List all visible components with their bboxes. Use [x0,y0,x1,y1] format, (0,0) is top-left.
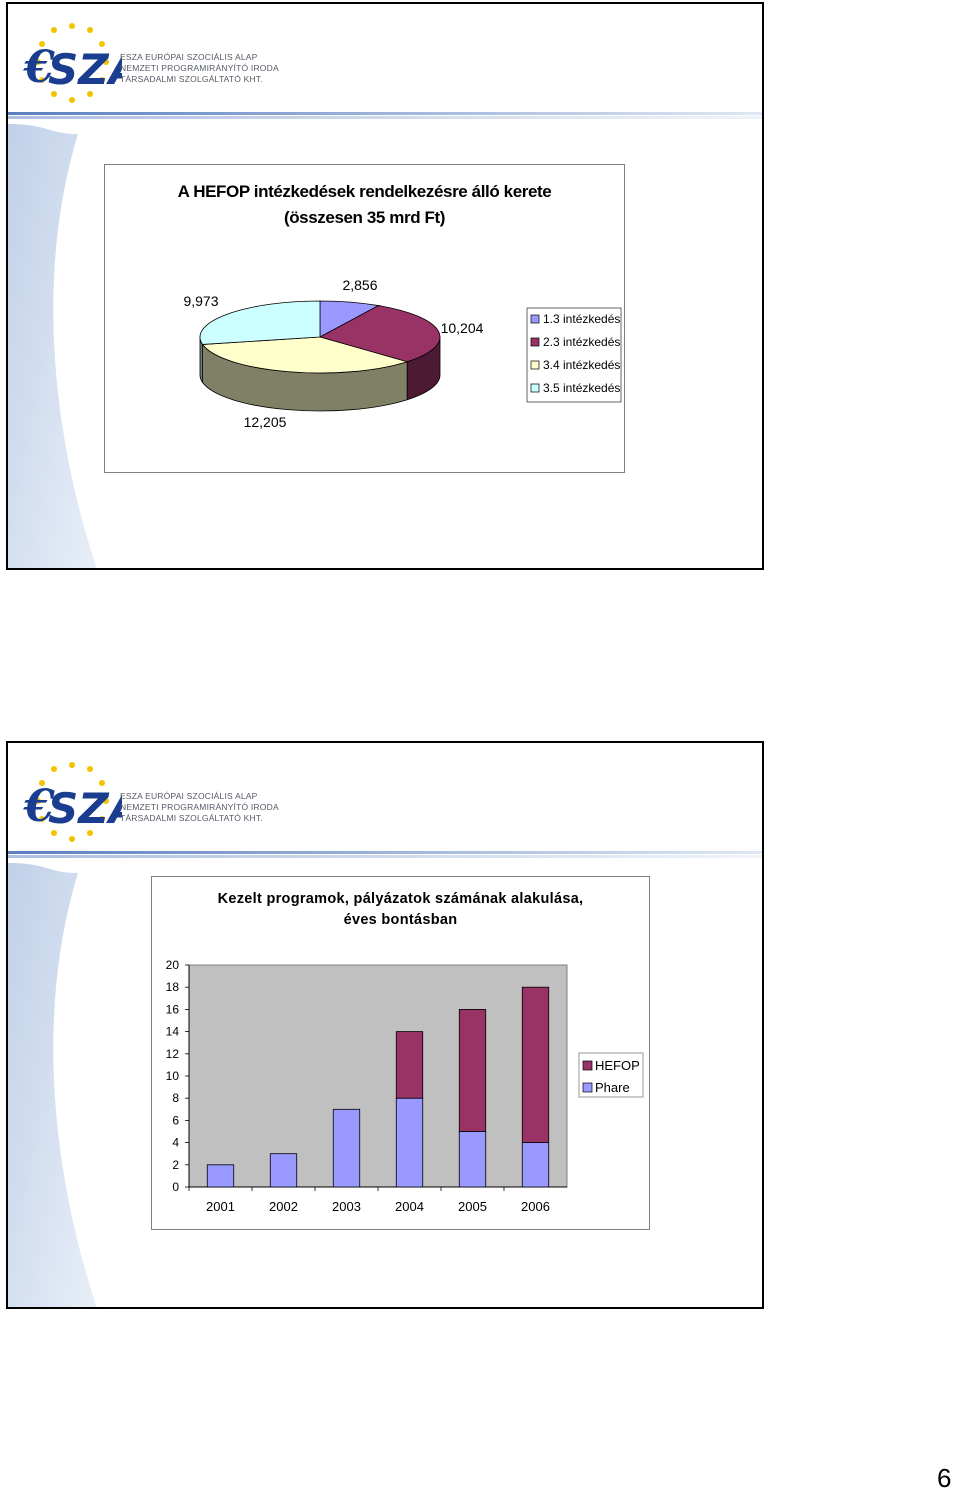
logo-text: ESZA EURÓPAI SZOCIÁLIS ALAP NEMZETI PROG… [120,791,279,824]
bar-phare [521,1142,550,1188]
bar-svg: 0 2 4 6 8 10 12 14 16 18 20 2001 2002 2003 2004 2005 200… [166,958,644,1214]
x-tick-label: 2002 [269,1199,298,1214]
chart-title-line: Kezelt programok, pályázatok számának al… [217,891,584,907]
pie-value-label: 2,856 [342,277,377,293]
bar-hefop [458,1008,487,1132]
slide-2: € SZA ESZA EURÓPAI SZOCIÁLIS ALAP NEMZET… [6,741,764,1309]
y-tick-label: 0 [172,1180,179,1194]
svg-text:SZA: SZA [48,784,122,833]
x-tick-label: 2004 [395,1199,424,1214]
bar-legend-label: HEFOP [595,1058,640,1073]
x-tick-label: 2001 [206,1199,235,1214]
pie-legend-label: 3.5 intézkedés [543,381,620,395]
pie-legend-label: 1.3 intézkedés [543,312,620,326]
logo-line: NEMZETI PROGRAMIRÁNYÍTÓ IRODA [120,63,279,73]
bar-legend-swatch [582,1060,593,1071]
y-tick-label: 6 [172,1113,179,1127]
header-rule [8,851,762,858]
y-tick-label: 2 [172,1158,179,1172]
y-tick-label: 4 [172,1136,179,1150]
logo-line: TÁRSADALMI SZOLGÁLTATÓ KHT. [120,74,263,84]
pie-slice [318,305,441,363]
page-number: 6 [937,1463,952,1493]
pie-legend-swatch [530,314,540,324]
bar-hefop [395,1031,424,1099]
svg-text:€: € [22,781,55,832]
pie-legend-box [526,307,622,403]
svg-text:SZA: SZA [48,45,122,94]
pie-slice [201,336,409,374]
logo-line: ESZA EURÓPAI SZOCIÁLIS ALAP [120,52,258,62]
esza-logo: € SZA [22,762,122,842]
pie-value-label: 10,204 [441,320,484,336]
bar-phare [395,1097,424,1188]
logo-line: ESZA EURÓPAI SZOCIÁLIS ALAP [120,791,258,801]
y-tick-label: 14 [166,1025,180,1039]
bar-legend-box [578,1052,644,1098]
bar-chart: Kezelt programok, pályázatok számának al… [151,876,650,1230]
bar-phare [269,1153,298,1188]
logo-line: TÁRSADALMI SZOLGÁLTATÓ KHT. [120,813,263,823]
chart-title: Kezelt programok, pályázatok számának al… [152,889,649,931]
bar-legend-swatch [582,1082,593,1093]
x-tick-label: 2006 [521,1199,550,1214]
pie-legend-label: 2.3 intézkedés [543,335,620,349]
chart-title-line: (összesen 35 mrd Ft) [283,208,446,227]
y-tick-label: 10 [166,1069,180,1083]
pie-legend-label: 3.4 intézkedés [543,358,620,372]
plot-area [188,964,568,1188]
chart-title-line: éves bontásban [343,912,458,928]
bar-phare [458,1131,487,1188]
y-tick-label: 16 [166,1002,180,1016]
slide-background [8,863,97,1307]
pie-legend-swatch [530,337,540,347]
y-tick-label: 8 [172,1091,179,1105]
bar-phare [332,1108,361,1188]
pie-value-label: 12,205 [244,414,287,430]
bar-legend-label: Phare [595,1080,630,1095]
y-tick-label: 18 [166,980,180,994]
pie-value-label: 9,973 [183,293,218,309]
bar-hefop [521,986,550,1143]
chart-title-line: A HEFOP intézkedések rendelkezésre álló … [177,182,552,201]
svg-text:€: € [22,42,55,93]
chart-title: A HEFOP intézkedések rendelkezésre álló … [105,179,624,231]
pie-chart: A HEFOP intézkedések rendelkezésre álló … [104,164,625,473]
y-tick-label: 12 [166,1047,180,1061]
y-tick-label: 20 [166,958,180,972]
pie-slice [199,300,321,345]
slide-1: € SZA ESZA EURÓPAI SZOCIÁLIS ALAP NEMZET… [6,2,764,570]
header-rule [8,112,762,119]
slide-background [8,124,97,568]
pie-legend-swatch [530,383,540,393]
pie-svg: 2,856 10,204 12,205 9,973 1.3 intézkedés 2.3 … [183,277,622,430]
logo-text: ESZA EURÓPAI SZOCIÁLIS ALAP NEMZETI PROG… [120,52,279,85]
x-tick-label: 2005 [458,1199,487,1214]
esza-logo: € SZA [22,23,122,103]
bar-phare [206,1164,235,1188]
pie-legend-swatch [530,360,540,370]
x-tick-label: 2003 [332,1199,361,1214]
logo-line: NEMZETI PROGRAMIRÁNYÍTÓ IRODA [120,802,279,812]
